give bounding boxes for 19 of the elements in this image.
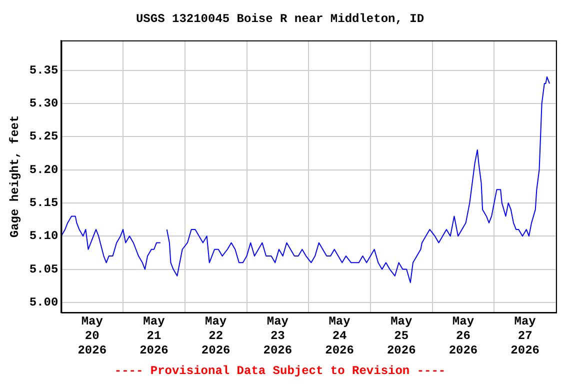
- y-tick-label: 5.10: [29, 229, 58, 244]
- y-axis-title: Gage height, feet: [8, 115, 22, 238]
- x-tick-label: May 24 2026: [325, 314, 354, 358]
- x-tick-label: May 21 2026: [140, 314, 168, 358]
- y-tick-label: 5.00: [29, 295, 58, 310]
- y-tick-label: 5.15: [29, 196, 58, 210]
- x-tick-label: May 20 2026: [78, 314, 107, 358]
- x-tick-label: May 25 2026: [386, 314, 416, 358]
- y-tick-label: 5.30: [29, 96, 58, 110]
- text: ---- Provisional Data Subject to Revision ----: [114, 364, 446, 378]
- chart-title: USGS 13210045 Boise R near Middleton, ID: [136, 12, 424, 26]
- x-tick-label: May 26 2026: [448, 314, 478, 358]
- y-tick-label: 5.35: [29, 63, 58, 78]
- y-tick-label: 5.25: [29, 130, 58, 144]
- x-tick-label: May 27 2026: [510, 314, 540, 358]
- x-tick-label: May 23 2026: [263, 314, 292, 358]
- y-tick-label: 5.05: [29, 262, 58, 276]
- x-tick-label: May 22 2026: [201, 314, 230, 358]
- y-tick-label: 5.20: [29, 162, 58, 177]
